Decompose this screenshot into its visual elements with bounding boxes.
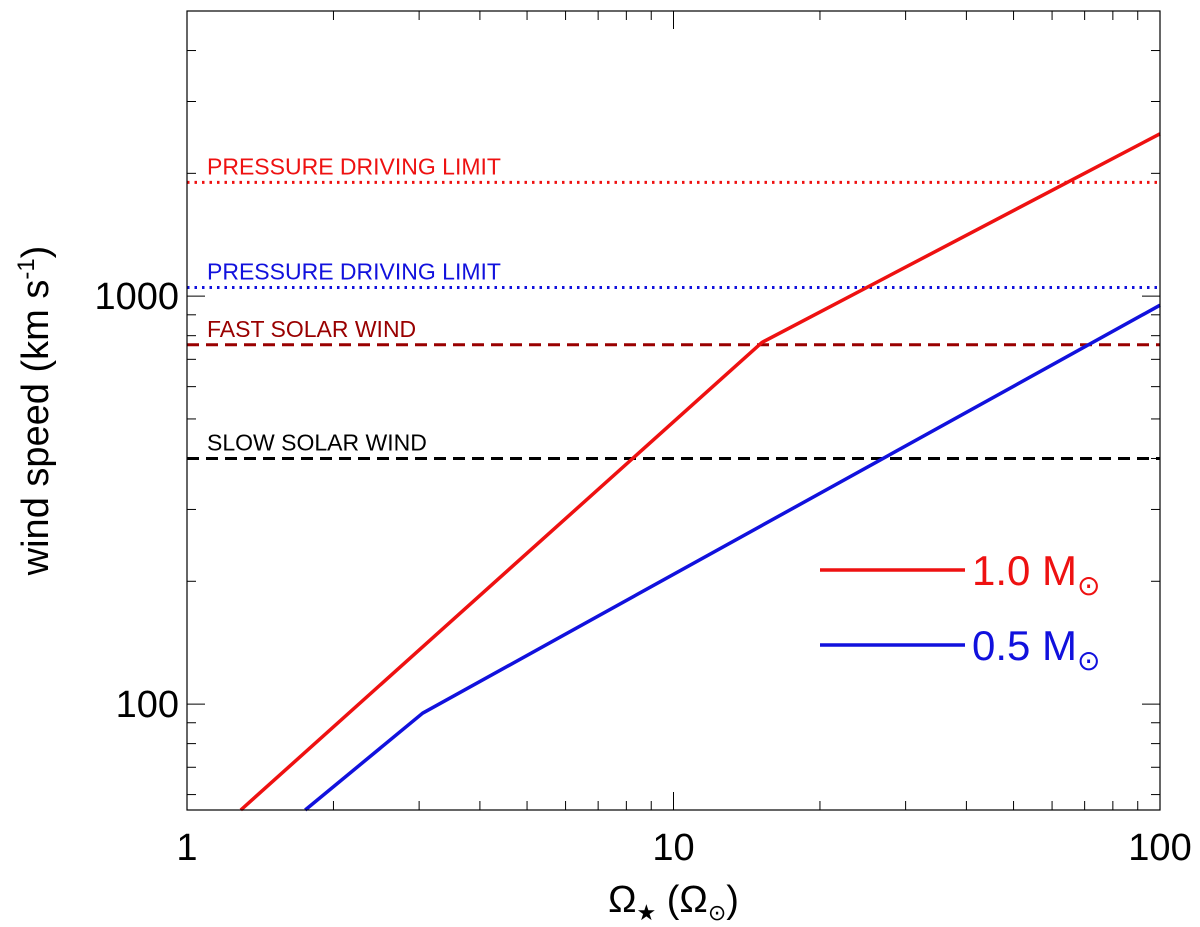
legend: 1.0 M⊙0.5 M⊙ [820, 547, 1101, 676]
x-axis-label: Ω★ (Ω⊙) [608, 879, 739, 922]
legend-label-main: 1.0 M [972, 547, 1077, 594]
series-line [304, 303, 1161, 812]
y-tick-label: 100 [116, 684, 179, 726]
tick-marks [186, 10, 1160, 810]
reference-lines: PRESSURE DRIVING LIMIT PRESSURE DRIVING L… [187, 153, 1160, 460]
plot-frame [186, 10, 1161, 811]
reference-line-label: SLOW SOLAR WIND [207, 429, 427, 455]
y-axis-label: wind speed (km s-1) [13, 246, 57, 577]
legend-label-main: 0.5 M [972, 622, 1077, 669]
legend-label-sub: ⊙ [1077, 645, 1100, 676]
reference-line-label: PRESSURE DRIVING LIMIT [207, 258, 501, 284]
legend-label: 0.5 M⊙ [972, 622, 1101, 676]
y-axis-label-sup: -1 [13, 258, 40, 279]
legend-label: 1.0 M⊙ [972, 547, 1101, 601]
x-axis-label-open: (Ω [656, 879, 708, 921]
x-axis-label-close: ) [726, 879, 739, 921]
tick-labels: 1 10 100 100 1000 [94, 276, 1191, 869]
y-axis-label-close: ) [15, 246, 57, 259]
legend-label-sub: ⊙ [1077, 570, 1100, 601]
x-tick-label: 100 [1128, 827, 1191, 869]
series-lines [239, 132, 1161, 812]
x-axis-label-sun: ⊙ [708, 900, 726, 922]
reference-line-label: FAST SOLAR WIND [207, 316, 416, 342]
y-axis-label-main: wind speed (km s [15, 280, 57, 577]
x-axis-label-omega: Ω [608, 879, 636, 921]
reference-line-label: PRESSURE DRIVING LIMIT [207, 153, 501, 179]
x-tick-label: 10 [652, 827, 694, 869]
x-axis-label-star: ★ [636, 900, 656, 922]
series-line [239, 132, 1161, 812]
y-tick-label: 1000 [94, 276, 179, 318]
x-tick-label: 1 [176, 827, 197, 869]
